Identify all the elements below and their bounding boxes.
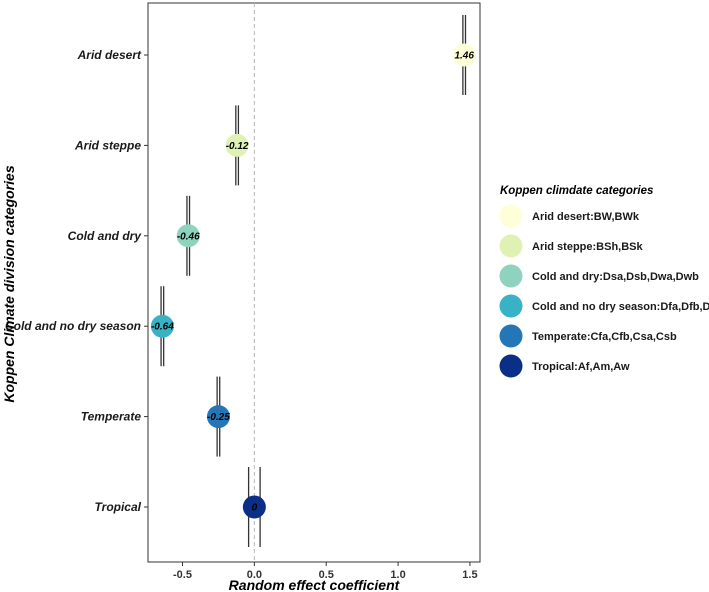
plot-panel-border — [147, 2, 481, 563]
x-axis-title: Random effect coefficient — [229, 577, 401, 592]
y-category-label: Temperate — [81, 410, 142, 424]
data-point — [242, 495, 266, 519]
data-label: -0.25 — [207, 412, 230, 423]
data-label: 1.46 — [454, 51, 474, 62]
data-point — [176, 224, 200, 248]
legend-key — [499, 294, 523, 318]
legend-item-label: Tropical:Af,Am,Aw — [532, 361, 630, 373]
legend-key — [499, 324, 523, 348]
legend-item-label: Cold and dry:Dsa,Dsb,Dwa,Dwb — [532, 271, 699, 283]
x-tick-label: 0.0 — [247, 569, 262, 581]
legend-item-label: Cold and no dry season:Dfa,Dfb,Dfc — [532, 301, 709, 313]
x-tick-label: -0.5 — [173, 569, 192, 581]
data-point — [452, 43, 476, 67]
legend-key — [499, 234, 523, 258]
y-category-label: Arid steppe — [74, 138, 141, 152]
x-tick-label: 1.0 — [390, 569, 405, 581]
legend-item-label: Arid steppe:BSh,BSk — [532, 241, 644, 253]
y-category-label: Tropical — [95, 500, 142, 514]
legend: Arid desert:BW,BWk Arid steppe:BSh,BSk Col… — [499, 204, 709, 378]
data-label: -0.12 — [226, 141, 249, 152]
plot-area: -0.5 0.0 0.5 1.0 1.5 Arid desert Arid steppe Co… — [5, 2, 481, 581]
legend-key — [499, 204, 523, 228]
legend-key — [499, 264, 523, 288]
y-category-label: Cold and dry — [68, 229, 143, 243]
data-label: 0 — [252, 503, 258, 514]
x-tick-label: 1.5 — [462, 569, 477, 581]
data-point — [225, 133, 249, 157]
data-point — [206, 405, 230, 429]
y-category-label: Cold and no dry season — [5, 319, 141, 333]
x-tick-label: 0.5 — [319, 569, 334, 581]
data-label: -0.46 — [177, 231, 200, 242]
data-point — [150, 314, 174, 338]
legend-key — [499, 354, 523, 378]
legend-item-label: Temperate:Cfa,Cfb,Csa,Csb — [532, 331, 677, 343]
y-category-label: Arid desert — [77, 48, 142, 62]
legend-title: Koppen climdate categories — [500, 185, 653, 197]
legend-item-label: Arid desert:BW,BWk — [532, 211, 640, 223]
data-label: -0.64 — [151, 322, 174, 333]
y-axis-title: Koppen Climate division categories — [1, 165, 17, 402]
